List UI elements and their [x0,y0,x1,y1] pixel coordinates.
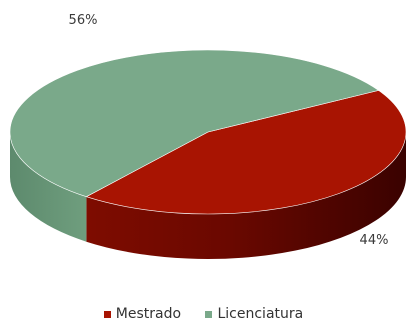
legend-label-mestrado: Mestrado [115,306,182,322]
legend-swatch-mestrado [103,310,111,318]
data-label-mestrado: 44% [360,233,389,248]
legend-item-mestrado: Mestrado [103,306,182,322]
data-label-licenciatura: 56% [69,13,98,28]
legend: Mestrado Licenciatura [0,306,407,322]
pie-slice-mestrado [85,90,407,215]
pie-side-mestrado [86,132,407,259]
legend-swatch-licenciatura [205,310,213,318]
pie-side-licenciatura [10,132,87,242]
legend-item-licenciatura: Licenciatura [205,306,303,322]
pie-slice-licenciatura [9,49,380,198]
legend-label-licenciatura: Licenciatura [217,306,304,322]
